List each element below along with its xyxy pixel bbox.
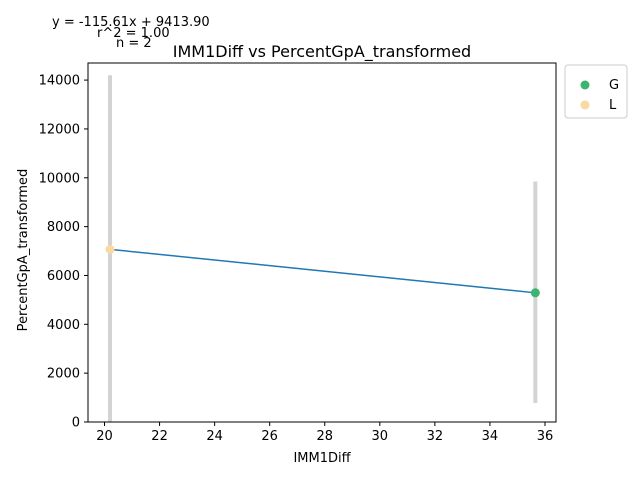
r-squared-annotation: r^2 = 1.00 bbox=[97, 26, 170, 41]
x-axis-label: IMM1Diff bbox=[293, 451, 351, 466]
x-tick-label: 34 bbox=[482, 429, 499, 444]
x-axis-ticks: 20 22 24 26 28 30 32 34 36 bbox=[96, 422, 553, 444]
y-tick-label: 10000 bbox=[39, 171, 80, 186]
x-tick-label: 20 bbox=[96, 429, 113, 444]
y-tick-label: 14000 bbox=[39, 74, 80, 89]
y-tick-label: 12000 bbox=[39, 122, 80, 137]
x-tick-label: 24 bbox=[206, 429, 223, 444]
x-tick-label: 26 bbox=[261, 429, 278, 444]
data-point-l bbox=[105, 244, 115, 254]
equation-annotation: y = -115.61x + 9413.90 bbox=[52, 15, 210, 30]
x-tick-label: 22 bbox=[151, 429, 168, 444]
chart-title: IMM1Diff vs PercentGpA_transformed bbox=[173, 42, 471, 62]
x-tick-label: 36 bbox=[537, 429, 554, 444]
legend-label-l: L bbox=[609, 98, 617, 113]
y-tick-label: 0 bbox=[72, 416, 80, 431]
legend-marker-g bbox=[580, 80, 590, 90]
data-point-g bbox=[530, 288, 540, 298]
n-annotation: n = 2 bbox=[116, 36, 152, 51]
y-tick-label: 2000 bbox=[47, 367, 80, 382]
x-tick-label: 30 bbox=[372, 429, 389, 444]
legend-marker-l bbox=[580, 100, 590, 110]
annotation-group: y = -115.61x + 9413.90 r^2 = 1.00 n = 2 bbox=[52, 15, 210, 51]
y-tick-label: 4000 bbox=[47, 318, 80, 333]
y-axis-label: PercentGpA_transformed bbox=[16, 169, 31, 332]
plot-frame bbox=[87, 62, 557, 423]
regression-line bbox=[109, 248, 536, 294]
x-tick-label: 28 bbox=[316, 429, 333, 444]
legend: G L bbox=[564, 64, 628, 119]
y-axis-ticks: 0 2000 4000 6000 8000 10000 12000 14000 bbox=[39, 74, 88, 431]
y-tick-label: 8000 bbox=[47, 220, 80, 235]
y-tick-label: 6000 bbox=[47, 269, 80, 284]
legend-box bbox=[564, 64, 628, 119]
x-tick-label: 32 bbox=[427, 429, 444, 444]
plot-area bbox=[105, 75, 540, 422]
legend-label-g: G bbox=[609, 78, 619, 93]
